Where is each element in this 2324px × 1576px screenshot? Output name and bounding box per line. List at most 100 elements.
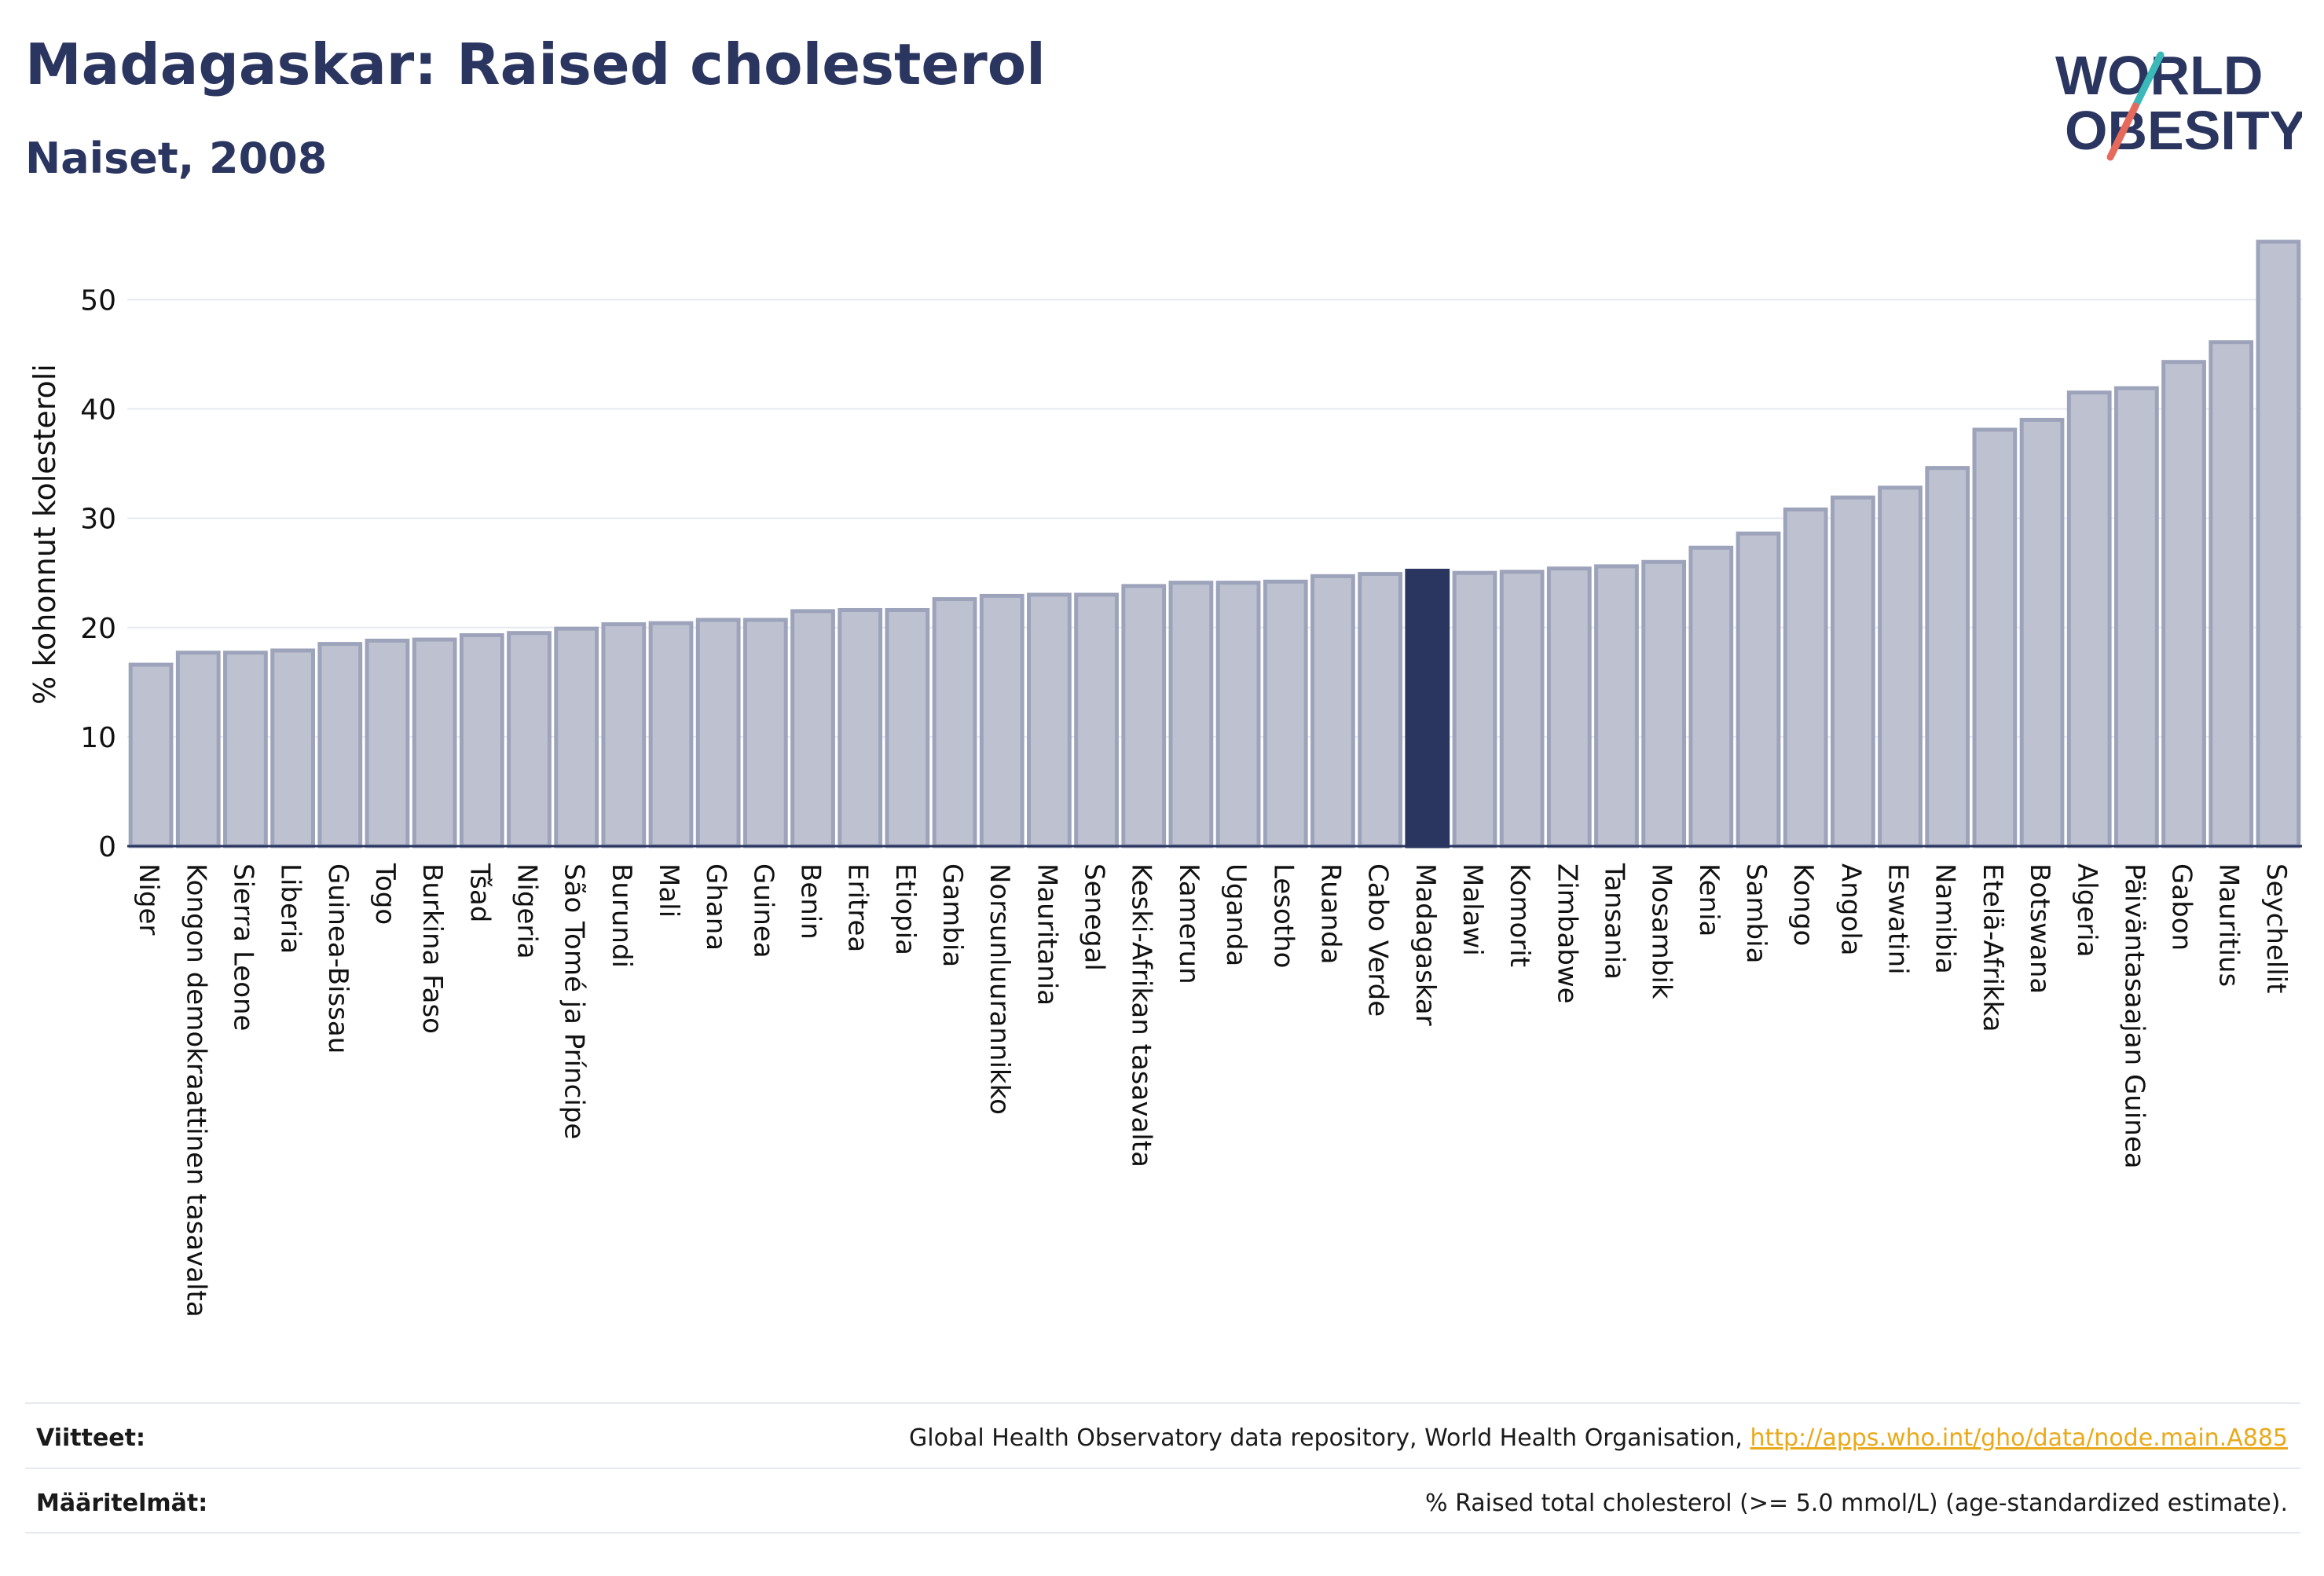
x-tick-label: Mauritius [2213, 863, 2245, 987]
bar [2066, 390, 2112, 848]
x-tick-label: Tšad [464, 863, 495, 922]
x-tick-label: Etelä-Afrikka [1977, 863, 2008, 1032]
x-tick-label: Guinea [747, 863, 779, 958]
bar [742, 618, 788, 848]
bar [412, 637, 457, 848]
x-tick-label: Norsunluurannikko [984, 863, 1015, 1115]
bar [270, 648, 315, 848]
x-tick-label: Gambia [937, 863, 968, 967]
bar [648, 621, 694, 848]
bar [1121, 584, 1167, 848]
x-tick-label: Algeria [2071, 863, 2102, 957]
bar [2161, 360, 2206, 848]
x-tick-label: Komorit [1504, 863, 1535, 967]
x-tick-label: Botswana [2024, 863, 2055, 994]
bar [1263, 579, 1308, 848]
footer-divider-top [25, 1402, 2300, 1404]
x-tick-label: Päiväntasaajan Guinea [2118, 863, 2150, 1169]
x-tick-label: Mauritania [1031, 863, 1062, 1006]
x-tick-label: Ruanda [1314, 863, 1346, 964]
bar [1878, 486, 1923, 848]
bar-highlighted [1405, 568, 1450, 848]
x-tick-label: Etiopia [889, 863, 921, 955]
x-tick-label: Eritrea [842, 863, 874, 952]
bar [1925, 466, 1970, 848]
page-title: Madagaskar: Raised cholesterol [25, 31, 1046, 97]
page-subtitle: Naiset, 2008 [25, 134, 328, 183]
bar [695, 618, 741, 848]
logo-text-obesity: OBESITY [2065, 100, 2302, 161]
bar [790, 609, 835, 848]
sources-link[interactable]: http://apps.who.int/gho/data/node.main.A… [1750, 1424, 2288, 1452]
definitions-label: Määritelmät: [36, 1490, 208, 1517]
bar [223, 651, 268, 848]
bar [2114, 386, 2159, 848]
y-tick-label: 50 [80, 284, 116, 317]
x-tick-label: São Tomé ja Príncipe [559, 863, 590, 1139]
bar [1830, 495, 1875, 848]
bar [1074, 592, 1119, 848]
footer-divider-bottom [25, 1532, 2300, 1534]
y-tick-label: 40 [80, 394, 116, 427]
bar [1641, 559, 1687, 848]
x-tick-label: Nigeria [511, 863, 542, 959]
x-tick-label: Sierra Leone [227, 863, 258, 1031]
x-tick-label: Eswatini [1882, 863, 1914, 975]
bar [1358, 572, 1402, 848]
bar [1594, 564, 1639, 848]
y-axis-label: % kohonnut kolesteroli [27, 364, 62, 705]
bar [1972, 427, 2018, 848]
x-tick-label: Cabo Verde [1362, 863, 1394, 1017]
bar [838, 607, 883, 848]
bar [317, 642, 363, 848]
bar [175, 651, 221, 848]
x-tick-label: Sambia [1740, 863, 1772, 963]
y-tick-label: 10 [80, 722, 116, 754]
x-tick-label: Mosambik [1646, 863, 1677, 999]
bar [128, 662, 174, 848]
x-tick-label: Benin [795, 863, 827, 940]
bar [932, 597, 977, 848]
x-tick-label: Gabon [2166, 863, 2198, 951]
x-tick-label: Madagaskar [1409, 863, 1441, 1026]
bar [1783, 508, 1828, 848]
bar [1310, 574, 1355, 848]
x-tick-label: Guinea-Bissau [322, 863, 354, 1054]
bar [2209, 340, 2254, 848]
x-tick-label: Senegal [1079, 863, 1110, 971]
x-tick-label: Uganda [1220, 863, 1252, 966]
x-tick-label: Namibia [1930, 863, 1961, 974]
x-tick-label: Kenia [1693, 863, 1725, 936]
bar [1736, 531, 1781, 848]
x-tick-label: Togo [369, 863, 401, 925]
footer-divider-middle [25, 1468, 2300, 1469]
bar [1168, 581, 1214, 848]
axes: 0 10 20 30 40 50 Niger Kongon demokraattinen ta… [80, 284, 2302, 1318]
bar [601, 622, 647, 848]
x-tick-label: Kongo [1787, 863, 1819, 946]
y-tick-label: 30 [80, 504, 116, 536]
x-tick-label: Angola [1835, 863, 1866, 955]
logo-slash-coral [2106, 102, 2139, 161]
x-tick-label: Keski-Afrikan tasavalta [1126, 863, 1157, 1167]
x-tick-label: Malawi [1457, 863, 1488, 956]
bar [1499, 570, 1545, 848]
world-obesity-logo: WORLD OBESITY [2055, 45, 2302, 161]
y-tick-label: 20 [80, 613, 116, 645]
bar [507, 631, 552, 848]
sources-description: Global Health Observatory data repositor… [909, 1424, 1750, 1452]
sources-label: Viitteet: [36, 1424, 145, 1452]
bar [459, 632, 504, 848]
x-tick-label: Burundi [606, 863, 637, 968]
y-tick-label: 0 [98, 831, 116, 863]
x-tick-label: Kongon demokraattinen tasavalta [180, 863, 211, 1318]
x-tick-label: Burkina Faso [416, 863, 448, 1034]
x-tick-label: Niger [133, 863, 164, 935]
x-tick-label: Lesotho [1267, 863, 1299, 968]
bar [1215, 581, 1261, 848]
x-tick-label: Kamerun [1173, 863, 1204, 984]
logo-slash-teal [2132, 51, 2165, 110]
bar [1027, 592, 1072, 848]
bar [979, 593, 1025, 848]
bar [885, 607, 930, 848]
